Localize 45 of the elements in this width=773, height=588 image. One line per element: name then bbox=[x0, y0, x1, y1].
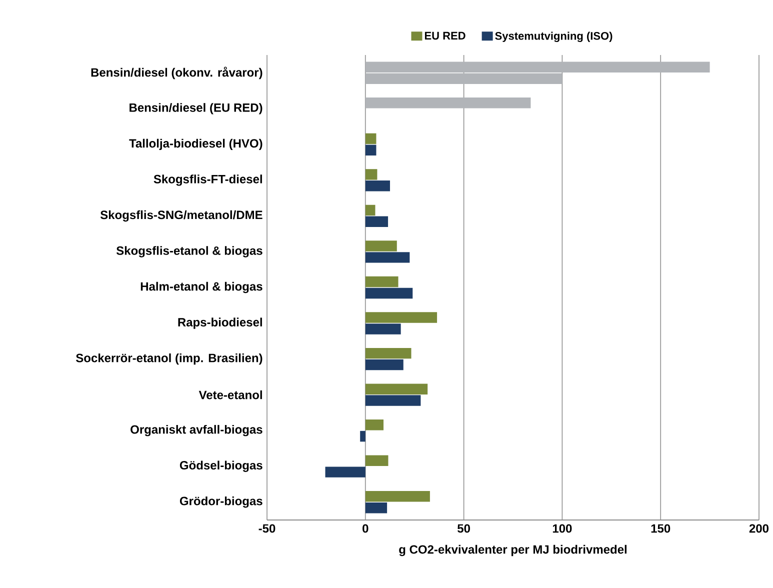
bar bbox=[365, 240, 397, 252]
bar bbox=[365, 180, 390, 192]
bar bbox=[365, 169, 378, 180]
bar bbox=[365, 276, 398, 288]
bar bbox=[325, 466, 366, 478]
x-tick-label: 50 bbox=[458, 524, 470, 533]
y-tick-label: Organiskt avfall-biogas bbox=[130, 424, 262, 436]
legend-label: Systemutvigning (ISO) bbox=[495, 32, 612, 42]
y-tick-label: Sockerrör-etanol (imp. Brasilien) bbox=[76, 353, 262, 365]
bar bbox=[365, 455, 388, 466]
y-tick-label: Skogsflis-etanol & biogas bbox=[116, 246, 262, 258]
bar bbox=[360, 430, 366, 442]
x-tick-label: 150 bbox=[651, 524, 670, 533]
bar bbox=[365, 312, 438, 323]
x-tick-label: 0 bbox=[362, 524, 368, 533]
x-axis-title: g CO2-ekvivalenter per MJ biodrivmedel bbox=[399, 544, 626, 556]
y-tick-label: Gödsel-biogas bbox=[180, 460, 262, 472]
bar bbox=[365, 98, 531, 108]
y-tick-label: Grödor-biogas bbox=[180, 496, 262, 508]
legend-label: EU RED bbox=[424, 32, 466, 40]
bar bbox=[365, 359, 404, 370]
bar bbox=[365, 204, 376, 216]
bar bbox=[365, 384, 428, 394]
y-tick-label: Tallolja-biodiesel (HVO) bbox=[129, 138, 262, 150]
bar bbox=[365, 144, 376, 156]
bar bbox=[365, 324, 401, 334]
bar bbox=[365, 288, 413, 299]
bar bbox=[365, 395, 421, 406]
bar bbox=[365, 419, 384, 430]
y-tick-label: Skogsflis-FT-diesel bbox=[154, 174, 262, 186]
y-tick-label: Bensin/diesel (EU RED) bbox=[130, 103, 262, 114]
bar bbox=[365, 252, 410, 263]
x-tick-label: 100 bbox=[552, 524, 572, 533]
bar bbox=[365, 502, 388, 514]
y-tick-label: Bensin/diesel (okonv. råvaror) bbox=[91, 66, 262, 80]
bar bbox=[365, 348, 412, 359]
x-tick-label: -50 bbox=[258, 524, 276, 533]
bar bbox=[365, 133, 376, 144]
y-tick-label: Skogsflis-SNG/metanol/DME bbox=[100, 210, 262, 222]
y-tick-label: Halm-etanol & biogas bbox=[140, 282, 262, 294]
y-tick-label: Vete-etanol bbox=[198, 390, 262, 400]
bar bbox=[365, 216, 388, 228]
y-tick-label: Raps-biodiesel bbox=[178, 318, 262, 329]
x-tick-label: 200 bbox=[749, 524, 769, 533]
bar bbox=[365, 491, 430, 502]
